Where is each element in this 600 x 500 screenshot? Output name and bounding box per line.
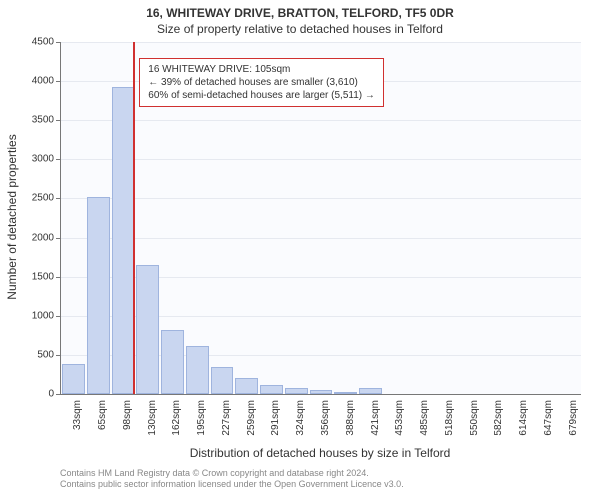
- annotation-line1: 16 WHITEWAY DRIVE: 105sqm: [148, 63, 375, 76]
- annotation-line3: 60% of semi-detached houses are larger (…: [148, 89, 375, 102]
- histogram-bar: [186, 346, 209, 394]
- x-tick-label: 550sqm: [469, 400, 480, 460]
- y-tick-mark: [56, 81, 60, 82]
- histogram-bar: [260, 385, 283, 394]
- y-tick-mark: [56, 120, 60, 121]
- x-tick-label: 98sqm: [122, 400, 133, 460]
- x-tick-label: 582sqm: [493, 400, 504, 460]
- footer: Contains HM Land Registry data © Crown c…: [60, 468, 404, 491]
- gridline: [61, 120, 581, 121]
- x-tick-label: 679sqm: [568, 400, 579, 460]
- gridline: [61, 159, 581, 160]
- y-axis-title: Number of detached properties: [5, 117, 19, 317]
- y-tick-mark: [56, 277, 60, 278]
- histogram-bar: [310, 390, 333, 394]
- histogram-bar: [112, 87, 135, 394]
- y-tick-mark: [56, 316, 60, 317]
- histogram-bar: [62, 364, 85, 394]
- histogram-bar: [285, 388, 308, 394]
- gridline: [61, 238, 581, 239]
- histogram-bar: [211, 367, 234, 394]
- chart-title-line1: 16, WHITEWAY DRIVE, BRATTON, TELFORD, TF…: [0, 6, 600, 20]
- x-tick-label: 388sqm: [345, 400, 356, 460]
- x-tick-label: 227sqm: [221, 400, 232, 460]
- annotation-box: 16 WHITEWAY DRIVE: 105sqm ← 39% of detac…: [139, 58, 384, 107]
- y-tick-label: 1500: [20, 271, 54, 282]
- histogram-bar: [136, 265, 159, 394]
- y-tick-label: 1000: [20, 310, 54, 321]
- y-tick-mark: [56, 394, 60, 395]
- y-tick-mark: [56, 159, 60, 160]
- gridline: [61, 42, 581, 43]
- footer-line1: Contains HM Land Registry data © Crown c…: [60, 468, 404, 479]
- histogram-bar: [359, 388, 382, 394]
- y-tick-label: 3500: [20, 115, 54, 126]
- y-tick-mark: [56, 355, 60, 356]
- x-tick-label: 647sqm: [543, 400, 554, 460]
- histogram-bar: [87, 197, 110, 394]
- y-tick-label: 500: [20, 349, 54, 360]
- y-tick-label: 0: [20, 389, 54, 400]
- x-tick-label: 259sqm: [246, 400, 257, 460]
- x-tick-label: 356sqm: [320, 400, 331, 460]
- x-tick-label: 162sqm: [171, 400, 182, 460]
- reference-line: [133, 42, 135, 394]
- histogram-bar: [334, 392, 357, 394]
- y-tick-mark: [56, 42, 60, 43]
- histogram-bar: [235, 378, 258, 394]
- y-tick-label: 3000: [20, 154, 54, 165]
- gridline: [61, 198, 581, 199]
- x-tick-label: 485sqm: [419, 400, 430, 460]
- histogram-bar: [161, 330, 184, 394]
- annotation-line2: ← 39% of detached houses are smaller (3,…: [148, 76, 375, 89]
- y-tick-mark: [56, 198, 60, 199]
- x-tick-label: 614sqm: [518, 400, 529, 460]
- y-tick-label: 2500: [20, 193, 54, 204]
- chart-subtitle: Size of property relative to detached ho…: [0, 22, 600, 36]
- x-tick-label: 195sqm: [196, 400, 207, 460]
- footer-line2: Contains public sector information licen…: [60, 479, 404, 490]
- x-tick-label: 33sqm: [72, 400, 83, 460]
- x-tick-label: 421sqm: [370, 400, 381, 460]
- y-tick-label: 4000: [20, 76, 54, 87]
- chart-container: 16, WHITEWAY DRIVE, BRATTON, TELFORD, TF…: [0, 0, 600, 500]
- y-tick-mark: [56, 238, 60, 239]
- y-tick-label: 4500: [20, 37, 54, 48]
- y-tick-label: 2000: [20, 232, 54, 243]
- x-tick-label: 291sqm: [270, 400, 281, 460]
- x-tick-label: 453sqm: [394, 400, 405, 460]
- x-tick-label: 518sqm: [444, 400, 455, 460]
- x-tick-label: 130sqm: [147, 400, 158, 460]
- x-tick-label: 65sqm: [97, 400, 108, 460]
- x-tick-label: 324sqm: [295, 400, 306, 460]
